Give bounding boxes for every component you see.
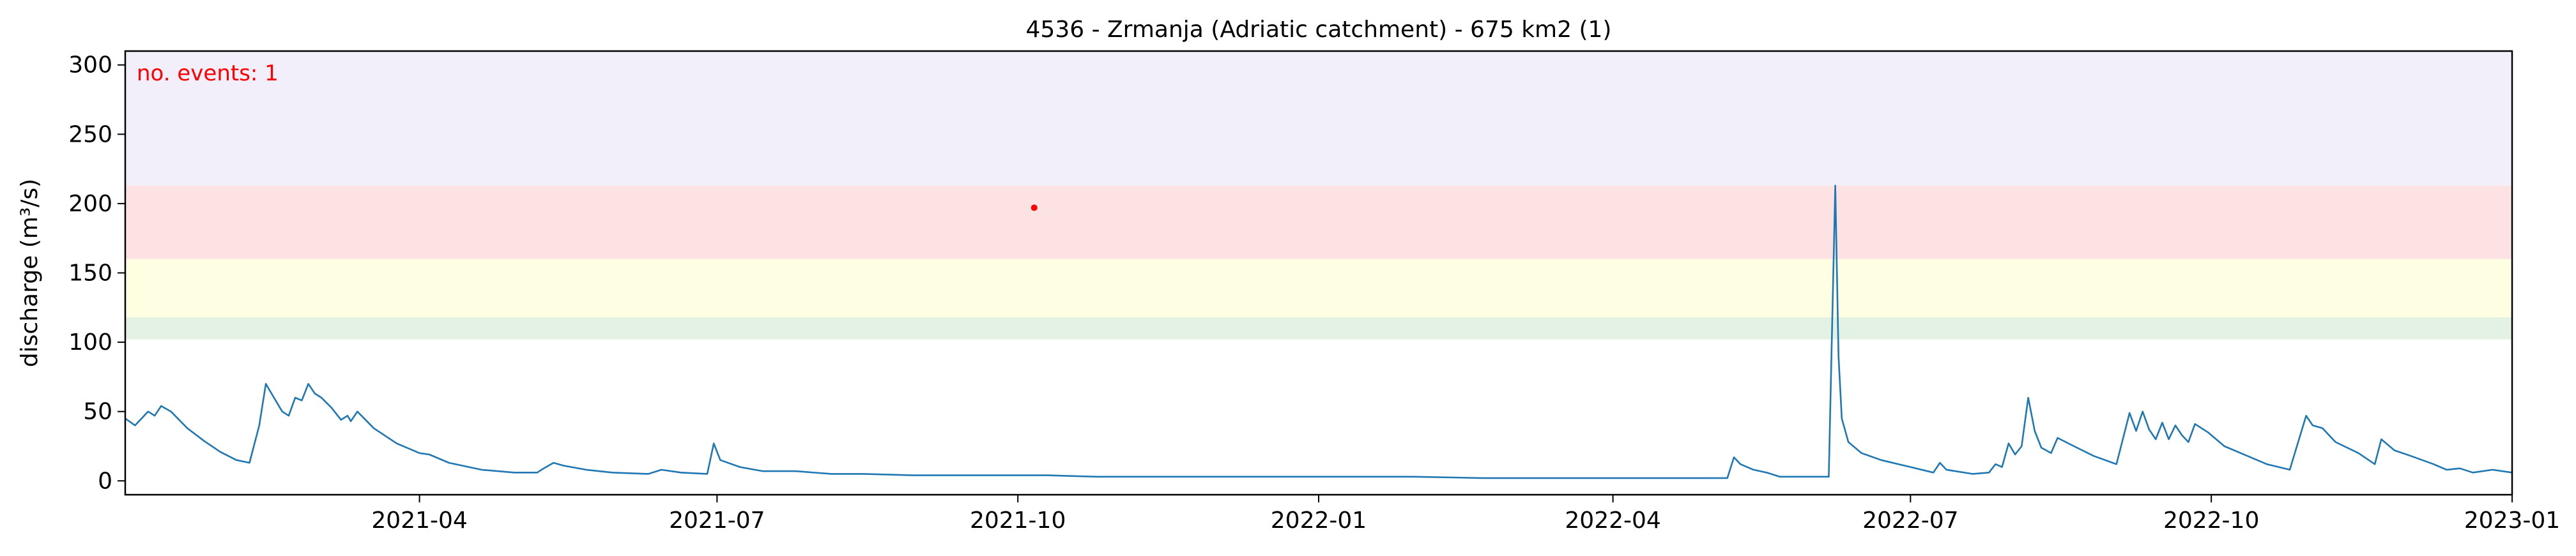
x-tick-label: 2023-01 xyxy=(2464,507,2560,534)
threshold-band-3 xyxy=(125,51,2512,186)
threshold-bands xyxy=(125,51,2512,340)
x-tick-label: 2022-04 xyxy=(1565,507,1660,534)
event-count-annotation: no. events: 1 xyxy=(137,61,279,86)
threshold-band-2 xyxy=(125,185,2512,259)
x-tick-label: 2021-07 xyxy=(669,507,765,534)
events-layer xyxy=(1031,204,1038,211)
x-tick-label: 2021-04 xyxy=(371,507,467,534)
x-tick-label: 2021-10 xyxy=(970,507,1066,534)
y-tick-label: 250 xyxy=(68,121,112,147)
x-tick-label: 2022-07 xyxy=(1862,507,1958,534)
y-tick-label: 150 xyxy=(68,260,112,287)
y-tick-label: 300 xyxy=(68,52,112,79)
x-tick-label: 2022-01 xyxy=(1271,507,1367,534)
x-tick-label: 2022-10 xyxy=(2163,507,2259,534)
threshold-band-0 xyxy=(125,317,2512,340)
y-axis-label: discharge (m³/s) xyxy=(17,179,43,367)
event-marker-0 xyxy=(1031,204,1038,211)
threshold-band-1 xyxy=(125,259,2512,317)
discharge-series-line xyxy=(125,184,2513,479)
y-axis: 0 50 100 150 200 250 300 xyxy=(68,52,125,494)
series-layer xyxy=(125,184,2513,479)
x-axis: 2021-04 2021-07 2021-10 2022-01 2022-04 2022-… xyxy=(371,495,2560,534)
chart-title: 4536 - Zrmanja (Adriatic catchment) - 67… xyxy=(1026,17,1612,43)
y-tick-label: 50 xyxy=(83,399,112,425)
y-tick-label: 200 xyxy=(68,191,112,217)
y-tick-label: 0 xyxy=(98,468,112,494)
y-tick-label: 100 xyxy=(68,329,112,356)
